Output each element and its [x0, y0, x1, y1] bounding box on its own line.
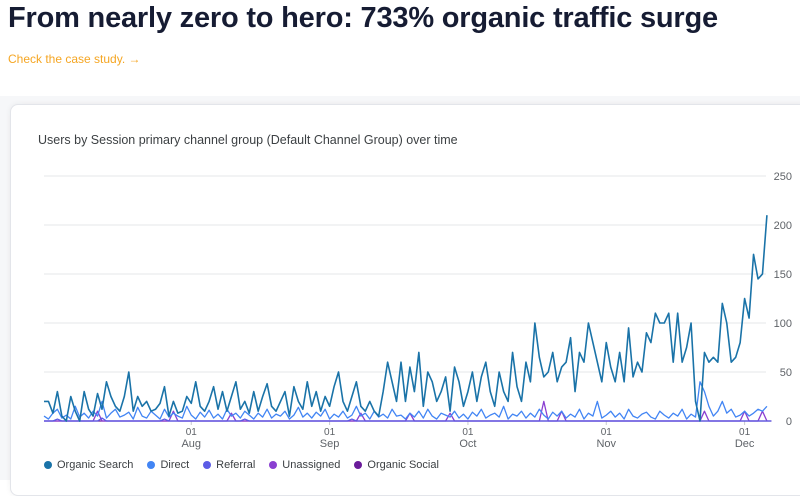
legend-item-organic-search[interactable]: Organic Search — [44, 459, 133, 471]
chart-title: Users by Session primary channel group (… — [38, 133, 458, 147]
x-tick-month-sep: Sep — [320, 438, 340, 450]
legend-label: Organic Search — [57, 459, 134, 471]
legend-dot-icon — [44, 461, 52, 469]
legend-label: Organic Social — [367, 459, 439, 471]
page-headline: From nearly zero to hero: 733% organic t… — [8, 2, 718, 34]
legend-item-direct[interactable]: Direct — [147, 459, 189, 471]
y-tick-label-100: 100 — [774, 318, 792, 330]
case-study-link[interactable]: Check the case study. → — [8, 52, 141, 66]
legend-item-referral[interactable]: Referral — [203, 459, 255, 471]
y-tick-label-0: 0 — [786, 416, 792, 428]
legend-label: Referral — [216, 459, 256, 471]
legend-label: Unassigned — [282, 459, 341, 471]
y-tick-label-150: 150 — [774, 269, 792, 281]
x-tick-month-nov: Nov — [596, 438, 616, 450]
x-tick-month-aug: Aug — [181, 438, 201, 450]
legend-label: Direct — [160, 459, 190, 471]
legend-item-unassigned[interactable]: Unassigned — [269, 459, 340, 471]
series-line-direct — [43, 381, 768, 420]
legend-dot-icon — [354, 461, 363, 469]
x-tick-month-oct: Oct — [459, 438, 476, 450]
legend-dot-icon — [147, 461, 156, 469]
x-tick-day-nov: 01 — [601, 427, 613, 438]
chart-legend: Organic Search Direct Referral Unassigned Or… — [44, 459, 439, 471]
x-tick-month-dec: Dec — [735, 438, 755, 450]
legend-item-organic-social[interactable]: Organic Social — [354, 459, 439, 471]
x-tick-day-dec: 01 — [739, 427, 751, 438]
y-tick-label-250: 250 — [774, 171, 792, 183]
y-tick-label-200: 200 — [774, 220, 792, 232]
x-tick-day-sep: 01 — [324, 427, 336, 438]
series-line-organic-search — [44, 215, 768, 422]
y-tick-label-50: 50 — [780, 367, 792, 379]
x-tick-day-aug: 01 — [186, 427, 198, 438]
legend-dot-icon — [269, 461, 278, 469]
legend-dot-icon — [203, 461, 212, 469]
series-line-referral — [44, 417, 772, 422]
x-tick-day-oct: 01 — [462, 427, 474, 438]
